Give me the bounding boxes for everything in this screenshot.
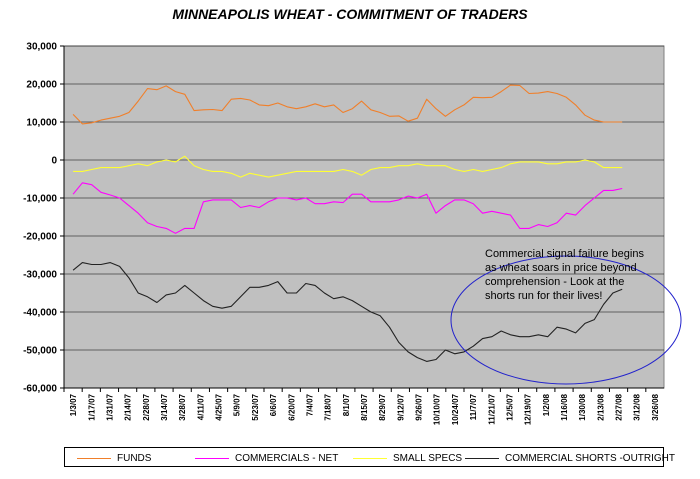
x-tick-label: 2/13/08	[596, 393, 605, 420]
x-tick-label: 12/5/07	[505, 393, 514, 420]
legend-swatch-commercials-net	[195, 457, 229, 459]
x-tick-label: 3/28/07	[178, 393, 187, 420]
x-tick-label: 4/25/07	[215, 393, 224, 420]
plot-area	[63, 45, 665, 389]
series-line-2	[73, 155, 623, 178]
x-tick-label: 9/12/07	[396, 393, 405, 420]
annotation-text-line: shorts run for their lives!	[485, 290, 602, 302]
legend-label-commercials-net: COMMERCIALS - NET	[235, 452, 339, 464]
annotation-ellipse	[450, 255, 682, 385]
legend-label-commercial-shorts: COMMERCIAL SHORTS -OUTRIGHT	[505, 452, 676, 464]
x-tick-label: 6/20/07	[287, 393, 296, 420]
x-tick-label: 6/6/07	[269, 393, 278, 416]
y-tick-label: -20,000	[23, 232, 57, 243]
chart-svg: 30,000 20,000 10,000 0 -10,000 -20,000 -30,000…	[23, 42, 682, 425]
y-tick-label: -30,000	[23, 270, 57, 281]
chart-title: MINNEAPOLIS WHEAT - COMMITMENT OF TRADER…	[172, 6, 528, 22]
series-line-1	[72, 182, 623, 234]
series-line-3	[72, 262, 623, 362]
x-tick-label: 10/24/07	[451, 393, 460, 425]
x-tick-label: 1/30/08	[578, 393, 587, 420]
legend-item-commercials-net: COMMERCIALS - NET	[195, 451, 338, 465]
x-tick-label: 11/7/07	[469, 393, 478, 420]
x-tick-label: 1/2/08	[542, 393, 551, 416]
legend: FUNDS COMMERCIALS - NET SMALL SPECS COMM…	[64, 447, 675, 467]
y-tick-label: -40,000	[23, 308, 57, 319]
x-tick-label: 9/26/07	[415, 393, 424, 420]
legend-item-commercial-shorts: COMMERCIAL SHORTS -OUTRIGHT	[465, 451, 675, 465]
x-tick-label: 8/15/07	[360, 393, 369, 420]
y-tick-label: -50,000	[23, 346, 57, 357]
legend-swatch-small-specs	[353, 457, 387, 459]
annotation: Commercial signal failure begins as wheat…	[450, 248, 682, 385]
series-line-0	[72, 84, 623, 125]
legend-label-small-specs: SMALL SPECS	[393, 452, 463, 464]
x-tick-label: 2/28/07	[142, 393, 151, 420]
x-tick-label: 8/29/07	[378, 393, 387, 420]
x-tick-label: 1/3/07	[69, 393, 78, 416]
y-tick-label: -10,000	[23, 194, 57, 205]
y-tick-label: -60,000	[23, 384, 57, 395]
legend-item-small-specs: SMALL SPECS	[353, 451, 462, 465]
x-tick-label: 3/12/08	[633, 393, 642, 420]
x-tick-label: 11/21/07	[487, 393, 496, 424]
x-tick-label: 1/17/07	[87, 393, 96, 420]
x-tick-label: 3/26/08	[651, 393, 660, 420]
y-tick-label: 10,000	[26, 118, 57, 129]
x-tick-label: 10/10/07	[433, 393, 442, 425]
annotation-text-line: as wheat soars in price beyond	[485, 262, 637, 274]
legend-swatch-funds	[77, 457, 111, 459]
y-tick-label: 20,000	[26, 80, 57, 91]
x-tick-label: 8/1/07	[342, 393, 351, 416]
legend-swatch-commercial-shorts	[465, 457, 499, 459]
x-axis: 1/3/07 1/17/07 1/31/07 2/14/07 2/28/07 3/14/0…	[63, 387, 664, 425]
series-lines	[72, 84, 623, 362]
x-tick-label: 2/14/07	[124, 393, 133, 420]
legend-label-funds: FUNDS	[117, 452, 152, 464]
annotation-text-line: Commercial signal failure begins	[485, 248, 644, 260]
x-tick-label: 1/16/08	[560, 393, 569, 420]
x-tick-label: 3/14/07	[160, 393, 169, 420]
y-axis: 30,000 20,000 10,000 0 -10,000 -20,000 -30,000…	[23, 42, 65, 395]
x-tick-label: 2/27/08	[615, 393, 624, 420]
x-tick-label: 7/18/07	[324, 393, 333, 420]
x-tick-label: 5/9/07	[233, 393, 242, 416]
x-tick-label: 5/23/07	[251, 393, 260, 420]
x-tick-label: 4/11/07	[196, 393, 205, 420]
y-tick-label: 30,000	[26, 42, 57, 53]
x-tick-label: 7/4/07	[305, 393, 314, 416]
y-tick-label: 0	[51, 156, 57, 167]
legend-item-funds: FUNDS	[77, 451, 151, 465]
x-tick-label: 12/19/07	[524, 393, 533, 425]
annotation-text-line: comprehension - Look at the	[485, 276, 624, 288]
x-tick-label: 1/31/07	[105, 393, 114, 420]
